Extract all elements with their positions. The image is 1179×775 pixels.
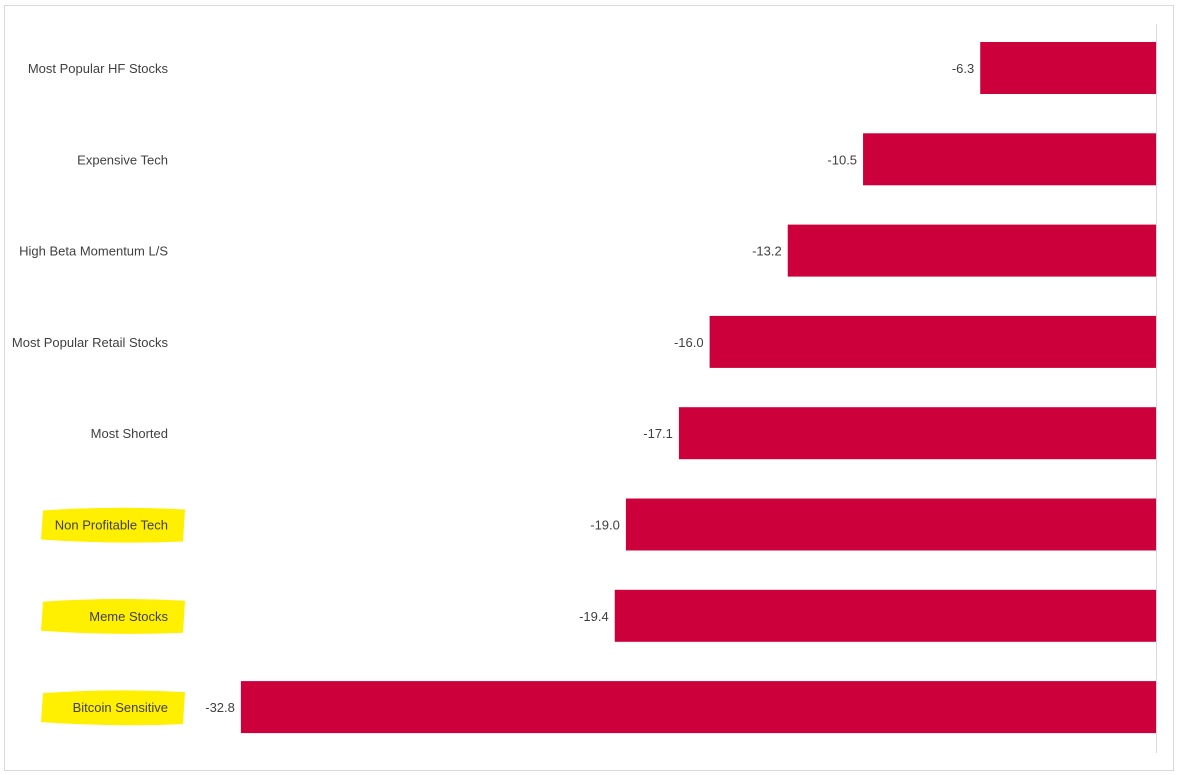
category-label-expensive-tech: Expensive Tech [77, 152, 168, 167]
bar-most-popular-retail-stocks [709, 315, 1156, 368]
data-label-most-shorted: -17.1 [643, 426, 673, 441]
highlight-mark-meme-stocks [41, 599, 185, 634]
data-label-most-popular-hf-stocks: -6.3 [952, 61, 974, 76]
highlight-mark-non-profitable-tech [41, 507, 185, 543]
category-labels: Most Popular HF Stocks Expensive Tech High… [12, 61, 169, 715]
data-label-meme-stocks: -19.4 [579, 609, 609, 624]
category-label-meme-stocks: Meme Stocks [89, 609, 168, 624]
category-label-non-profitable-tech: Non Profitable Tech [55, 518, 168, 533]
category-label-most-shorted: Most Shorted [91, 426, 168, 441]
bar-bitcoin-sensitive [240, 681, 1156, 734]
bar-non-profitable-tech [625, 498, 1156, 551]
data-label-most-popular-retail-stocks: -16.0 [674, 335, 704, 350]
category-label-most-popular-retail-stocks: Most Popular Retail Stocks [12, 335, 169, 350]
data-labels: -6.3 -10.5 -13.2 -16.0 -17.1 -19.0 -19.4 -32.8 [205, 61, 974, 715]
bar-meme-stocks [614, 589, 1156, 642]
highlight-mark-bitcoin-sensitive [41, 690, 185, 726]
category-label-bitcoin-sensitive: Bitcoin Sensitive [73, 700, 168, 715]
chart-frame [4, 5, 1174, 771]
bar-most-shorted [678, 407, 1156, 460]
data-label-bitcoin-sensitive: -32.8 [205, 700, 235, 715]
bars-layer [240, 42, 1156, 734]
data-label-expensive-tech: -10.5 [827, 152, 857, 167]
category-label-most-popular-hf-stocks: Most Popular HF Stocks [28, 61, 169, 76]
bar-high-beta-momentum-l-s [787, 224, 1156, 277]
highlight-layer [41, 507, 185, 726]
bar-most-popular-hf-stocks [980, 42, 1156, 94]
data-label-high-beta-momentum-l-s: -13.2 [752, 244, 782, 259]
category-label-high-beta-momentum-l-s: High Beta Momentum L/S [19, 244, 168, 259]
data-label-non-profitable-tech: -19.0 [590, 518, 620, 533]
bar-expensive-tech [863, 133, 1156, 186]
